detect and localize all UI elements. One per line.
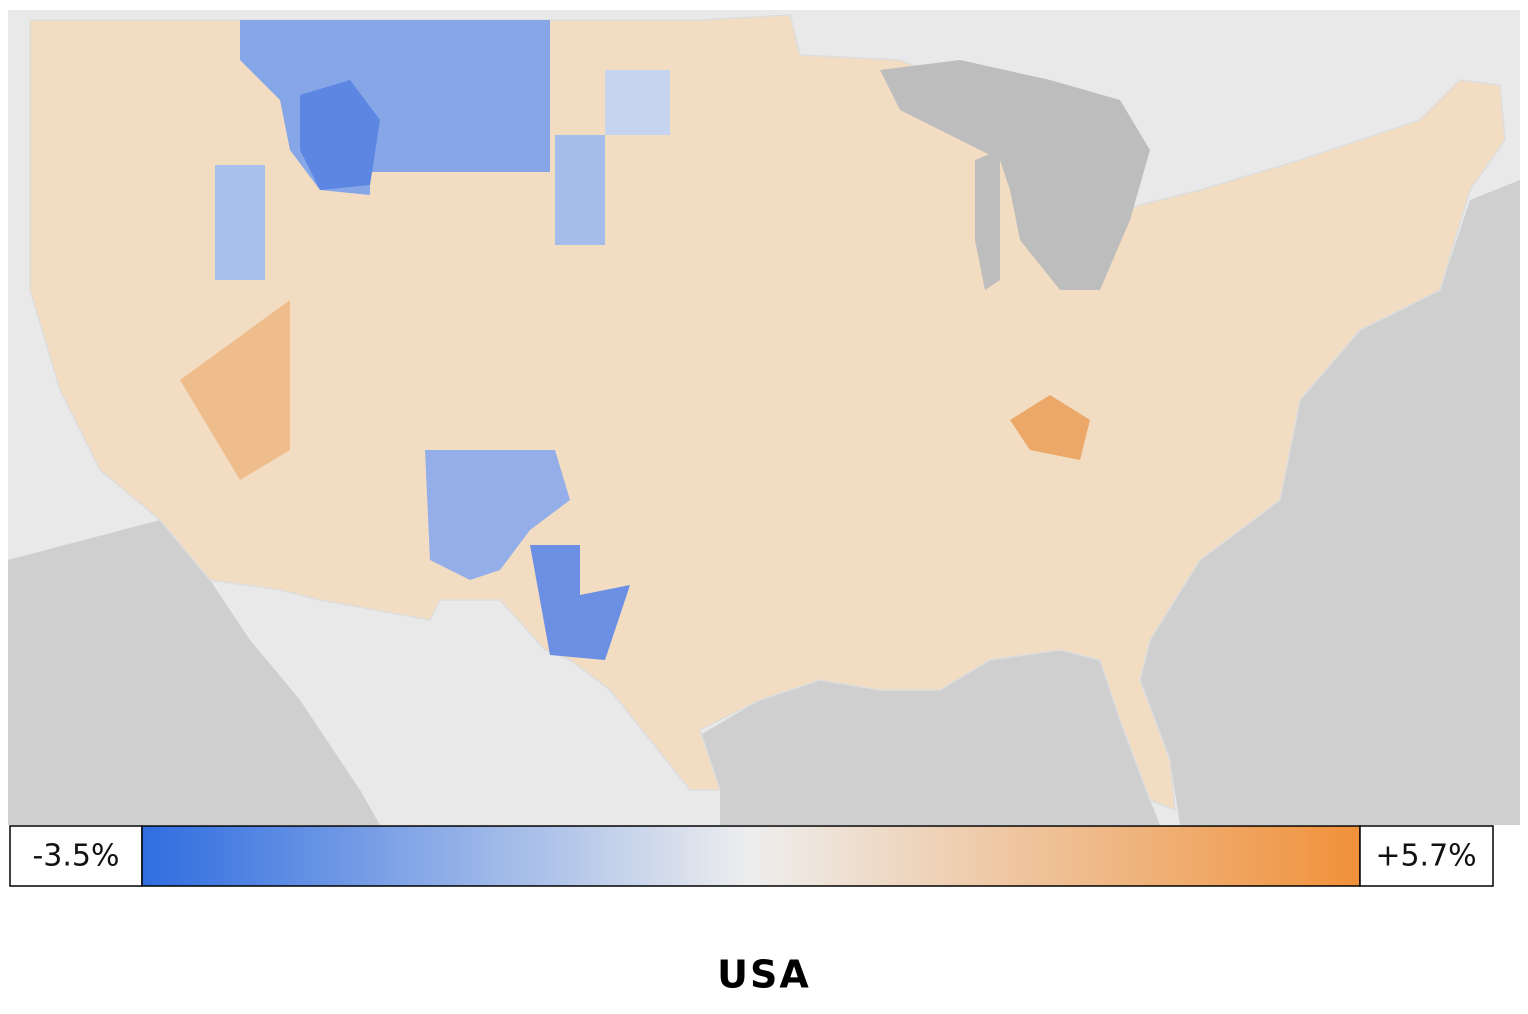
gulf-of-mexico bbox=[700, 650, 1160, 825]
blue-region bbox=[300, 80, 380, 190]
legend-max-label: +5.7% bbox=[1375, 839, 1476, 874]
map bbox=[8, 10, 1520, 825]
map-title: USA bbox=[717, 953, 811, 997]
blue-region bbox=[215, 165, 265, 280]
blue-region bbox=[425, 450, 570, 580]
blue-region bbox=[530, 545, 630, 660]
legend-gradient bbox=[141, 825, 1361, 887]
blue-region bbox=[555, 135, 605, 245]
legend-min-box bbox=[9, 825, 143, 887]
great-lakes bbox=[880, 60, 1150, 290]
pacific-ocean bbox=[8, 520, 380, 825]
lake-michigan bbox=[975, 150, 1000, 290]
atlantic-ocean bbox=[1140, 180, 1520, 825]
orange-region bbox=[180, 300, 290, 480]
blue-region bbox=[605, 70, 670, 135]
legend: -3.5% +5.7% bbox=[9, 825, 1494, 887]
legend-max-box bbox=[1359, 825, 1494, 887]
legend-min-label: -3.5% bbox=[32, 839, 119, 874]
orange-region bbox=[1010, 395, 1090, 460]
